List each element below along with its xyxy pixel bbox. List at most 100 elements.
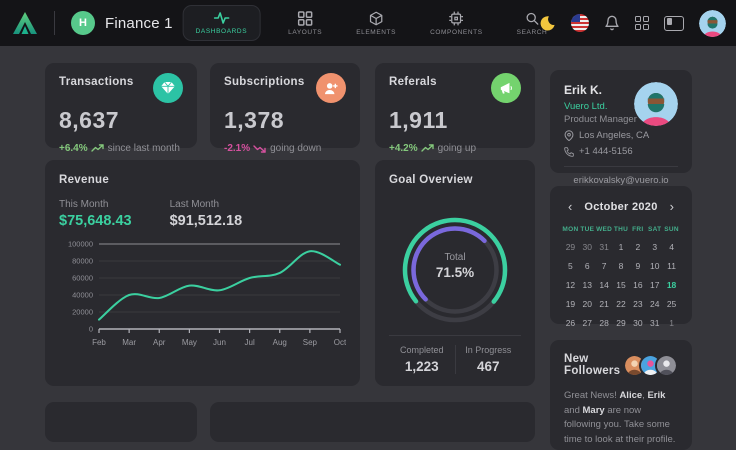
bell-icon — [604, 15, 619, 31]
goal-in-progress: In Progress 467 — [454, 345, 522, 374]
svg-text:Feb: Feb — [92, 338, 106, 347]
calendar-grid: MON TUE WED THU FRI SAT SUN 29 30 31 1 2 3 4 5 6 7 8 9 10 11… — [562, 226, 680, 328]
profile-name: Erik K. — [564, 83, 603, 97]
calendar-day[interactable]: 11 — [667, 261, 676, 271]
calendar-day[interactable]: 9 — [635, 261, 641, 271]
nav-item-elements[interactable]: ELEMENTS — [356, 11, 396, 36]
sidebar-toggle-icon[interactable] — [664, 15, 684, 31]
profile-email[interactable]: erikkovalsky@vuero.io — [573, 175, 669, 186]
calendar-day[interactable]: 19 — [565, 299, 576, 309]
profile-phone: +1 444-5156 — [579, 146, 633, 157]
calendar-day[interactable]: 14 — [599, 280, 609, 290]
search-icon — [526, 12, 539, 25]
calendar-day[interactable]: 7 — [601, 261, 607, 271]
calendar-day[interactable]: 27 — [582, 318, 592, 328]
calendar-day[interactable]: 4 — [669, 242, 674, 252]
calendar-weekday: SUN — [664, 226, 679, 233]
calendar-day[interactable]: 6 — [584, 261, 590, 271]
app-logo-icon[interactable] — [12, 9, 38, 37]
calendar-day[interactable]: 22 — [616, 299, 626, 309]
follower-avatars[interactable] — [623, 353, 678, 377]
calendar-day[interactable]: 13 — [582, 280, 592, 290]
calendar-day[interactable]: 29 — [616, 318, 626, 328]
calendar-day[interactable]: 12 — [565, 280, 576, 290]
calendar-day[interactable]: 30 — [633, 318, 643, 328]
calendar-day[interactable]: 17 — [649, 280, 660, 290]
calendar-day[interactable]: 29 — [565, 242, 576, 252]
revenue-line-chart: 0 20000 40000 60000 80000 100000 Feb Mar Apr May J… — [68, 240, 347, 348]
calendar-weekday: THU — [613, 226, 629, 233]
calendar-day[interactable]: 25 — [666, 299, 677, 309]
apps-grid-icon[interactable] — [634, 15, 649, 31]
calendar-day[interactable]: 26 — [565, 318, 576, 328]
moon-icon — [540, 15, 555, 30]
followers-message: Great News! Alice, Erik and Mary are now… — [564, 390, 676, 446]
nav-item-dashboards[interactable]: DASHBOARDS — [182, 5, 261, 41]
svg-text:Sep: Sep — [303, 338, 318, 347]
nav-item-search[interactable]: SEARCH — [517, 11, 548, 36]
calendar-next-button[interactable]: › — [669, 199, 674, 214]
calendar-day[interactable]: 31 — [599, 242, 609, 252]
stat-delta: +4.2% — [389, 143, 418, 154]
profile-company[interactable]: Vuero Ltd. — [564, 101, 608, 112]
gem-icon — [153, 73, 183, 103]
navbar: H Finance 1 DASHBOARDS LAYOUTS ELEMENTS … — [0, 0, 736, 46]
calendar-day[interactable]: 20 — [582, 299, 592, 309]
nav-item-components[interactable]: COMPONENTS — [430, 11, 483, 36]
calendar-weekday: SAT — [648, 226, 662, 233]
calendar-day[interactable]: 31 — [649, 318, 660, 328]
calendar-day[interactable]: 28 — [599, 318, 609, 328]
goal-overview-card: Goal Overview Total 71.5% Completed 1,22… — [375, 160, 535, 386]
profile-card: Erik K. Vuero Ltd. Product Manager Los A… — [550, 70, 692, 186]
this-month-label: This Month — [59, 199, 109, 210]
calendar-weekday: FRI — [632, 226, 644, 233]
calendar-day[interactable]: 24 — [649, 299, 660, 309]
notifications-button[interactable] — [604, 15, 620, 31]
cpu-icon — [449, 11, 464, 25]
calendar-day[interactable]: 1 — [669, 318, 674, 328]
follower-avatar-mary — [655, 353, 678, 377]
stat-delta: +6.4% — [59, 143, 88, 154]
calendar-day[interactable]: 23 — [633, 299, 643, 309]
calendar-day[interactable]: 21 — [599, 299, 609, 309]
calendar-day[interactable]: 30 — [582, 242, 592, 252]
calendar-day[interactable]: 1 — [618, 242, 624, 252]
trend-up-icon — [90, 144, 104, 152]
followers-title: New Followers — [564, 353, 621, 377]
svg-text:Aug: Aug — [273, 338, 287, 347]
trend-up-icon — [420, 144, 434, 152]
last-month-label: Last Month — [169, 199, 220, 210]
calendar-prev-button[interactable]: ‹ — [568, 199, 573, 214]
stat-value: 1,378 — [224, 107, 285, 133]
calendar-day[interactable]: 16 — [633, 280, 643, 290]
goal-title: Goal Overview — [389, 174, 473, 186]
calendar-day[interactable]: 10 — [649, 261, 660, 271]
stat-value: 1,911 — [389, 107, 448, 133]
svg-text:60000: 60000 — [72, 274, 93, 283]
calendar-day[interactable]: 15 — [616, 280, 626, 290]
calendar-day[interactable]: 5 — [568, 261, 573, 271]
stat-card-referals: Referals 1,911 +4.2% going up — [375, 63, 535, 154]
partial-card-right — [210, 402, 535, 442]
profile-avatar[interactable] — [634, 82, 678, 126]
calendar-card: ‹ October 2020 › MON TUE WED THU FRI SAT SUN 29… — [550, 186, 692, 328]
main-nav: DASHBOARDS LAYOUTS ELEMENTS COMPONENTS S… — [182, 0, 548, 46]
stat-card-transactions: Transactions 8,637 +6.4% since last mont… — [45, 63, 197, 154]
box-icon — [369, 11, 383, 25]
language-flag-us[interactable] — [570, 14, 589, 32]
trend-down-icon — [253, 145, 266, 153]
dark-mode-toggle[interactable] — [539, 15, 556, 32]
calendar-day[interactable]: 2 — [635, 242, 641, 252]
new-followers-card: New Followers Great News! Alice, Erik an… — [550, 340, 692, 450]
workspace-badge[interactable]: H — [71, 11, 95, 35]
stat-note: going up — [437, 143, 477, 154]
calendar-day[interactable]: 18 — [666, 280, 677, 290]
grid-icon — [297, 10, 313, 26]
calendar-day[interactable]: 3 — [652, 242, 658, 252]
megaphone-icon — [491, 73, 521, 103]
calendar-day[interactable]: 8 — [618, 261, 624, 271]
divider — [564, 166, 678, 167]
user-avatar[interactable] — [699, 9, 726, 37]
nav-item-layouts[interactable]: LAYOUTS — [288, 10, 322, 36]
goal-completed: Completed 1,223 — [399, 345, 444, 374]
